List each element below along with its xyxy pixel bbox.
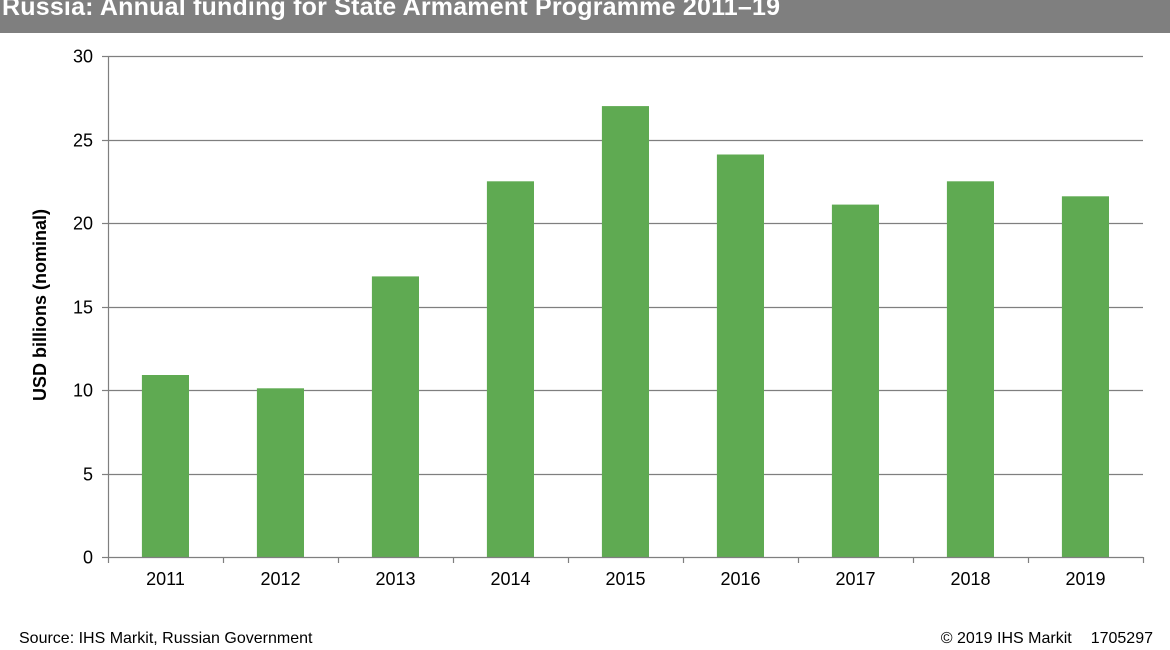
chart-title: Russia: Annual funding for State Armamen…	[2, 0, 781, 21]
x-tick-label: 2012	[260, 569, 300, 589]
bar-2012	[256, 388, 304, 557]
x-tick-label: 2019	[1065, 569, 1105, 589]
bar-2011	[141, 375, 189, 557]
x-tick-label: 2013	[375, 569, 415, 589]
y-tick-label: 20	[73, 214, 93, 234]
bars	[141, 106, 1109, 558]
y-tick-label: 25	[73, 131, 93, 151]
y-axis-title: USD billions (nominal)	[30, 209, 50, 401]
x-tick-label: 2015	[605, 569, 645, 589]
bar-2014	[486, 181, 534, 558]
x-tick-label: 2016	[720, 569, 760, 589]
bar-2016	[716, 154, 764, 557]
bar-2019	[1061, 196, 1109, 558]
bar-2015	[601, 106, 649, 557]
y-tick-label: 15	[73, 298, 93, 318]
y-tick-label: 30	[73, 47, 93, 67]
copyright-note: © 2019 IHS Markit 1705297	[941, 630, 1153, 648]
bar-2018	[946, 181, 994, 558]
y-tick-label: 10	[73, 381, 93, 401]
y-tick-label: 5	[83, 465, 93, 485]
chart-id: 1705297	[1090, 630, 1153, 647]
title-bar: Russia: Annual funding for State Armamen…	[0, 0, 1170, 33]
axes	[102, 55, 1145, 563]
x-tick-label: 2018	[950, 569, 990, 589]
x-tick-label: 2017	[835, 569, 875, 589]
y-tick-label: 0	[83, 548, 93, 568]
copyright-text: © 2019 IHS Markit	[940, 630, 1072, 647]
bar-2013	[371, 276, 419, 557]
source-note: Source: IHS Markit, Russian Government	[19, 630, 313, 647]
bar-chart: 0 5 10 15 20 25 30 2011 2012 2013 2014 2015 2016 2017…	[30, 47, 1145, 590]
tick-labels: 0 5 10 15 20 25 30 2011 2012 2013 2014 2015 2016 2017…	[73, 47, 1106, 590]
x-tick-label: 2011	[146, 569, 185, 589]
x-tick-label: 2014	[490, 569, 530, 589]
bar-2017	[831, 204, 879, 557]
